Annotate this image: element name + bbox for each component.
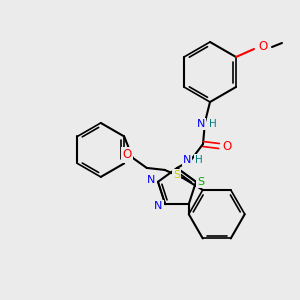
- Text: N: N: [197, 119, 205, 129]
- Text: O: O: [222, 140, 232, 152]
- Text: H: H: [209, 119, 217, 129]
- Text: O: O: [122, 148, 131, 161]
- Text: N: N: [147, 175, 155, 185]
- Text: N: N: [183, 155, 191, 165]
- Text: H: H: [195, 155, 203, 165]
- Text: O: O: [258, 40, 268, 53]
- Text: N: N: [154, 201, 162, 211]
- Text: S: S: [197, 177, 205, 187]
- Text: S: S: [173, 170, 180, 180]
